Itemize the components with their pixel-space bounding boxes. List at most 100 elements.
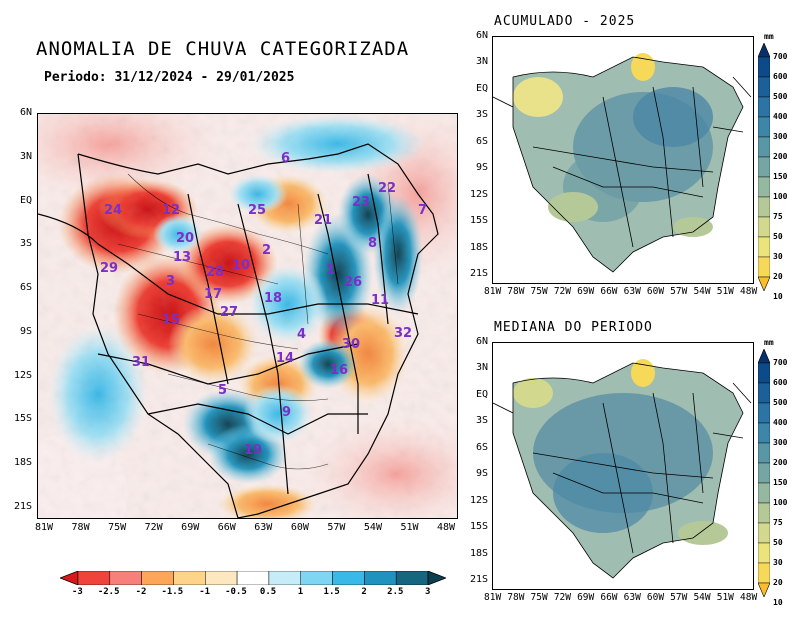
precip-scale-tick-label: 30 [773,252,783,261]
precip-scale-tick-label: 600 [773,378,788,387]
colorbar-segment [141,571,174,585]
precip-scale-tick-label: 700 [773,358,788,367]
precip-scale-tick-label: 200 [773,152,788,161]
region-number-label: 3 [166,274,175,289]
precip-scale-tick-label: 300 [773,132,788,141]
lat-tick-label: 21S [469,574,488,585]
precip-scale-tick-label: 400 [773,418,788,427]
precip-scale-segment [758,482,770,504]
colorbar-segment [300,571,333,585]
region-number-label: 21 [314,213,332,228]
precip-scale-tick-label: 20 [773,578,783,587]
lon-tick-label: 72W [553,286,571,297]
colorbar-segment [205,571,238,585]
lon-tick-label: 48W [740,592,758,603]
precip-scale-bottom [758,349,770,597]
lat-tick-label: 3N [475,56,488,68]
precip-scale-tick-label: 500 [773,398,788,407]
acumulado-map-canvas [493,37,753,283]
lat-tick-label: 3S [19,238,32,250]
lat-tick-label: 18S [13,457,32,469]
region-number-label: 14 [276,351,294,366]
colorbar-tick-label: 2.5 [387,587,404,597]
precip-scale-segment [758,422,770,444]
region-number-label: 7 [418,203,427,218]
colorbar-segment [173,571,206,585]
precip-scale-segment [758,382,770,404]
lon-tick-label: 57W [670,592,688,603]
lon-tick-label: 81W [484,592,502,603]
region-number-label: 15 [162,313,180,328]
region-number-label: 17 [204,287,222,302]
lon-tick-label: 60W [646,592,665,603]
region-number-label: 10 [232,258,250,273]
lon-tick-label: 63W [623,286,641,297]
lon-tick-label: 63W [623,592,641,603]
precip-scale-segment [758,402,770,424]
colorbar-tick-label: 2 [361,587,367,597]
lat-tick-label: 9S [475,468,488,480]
precip-scale-segment [758,349,770,364]
lon-tick-label: 54W [693,592,711,603]
colorbar-tick-label: 0.5 [259,587,277,597]
precip-scale-segment [758,176,770,198]
precip-scale-tick-label: 75 [773,518,783,527]
precip-scale-tick-label: 150 [773,478,788,487]
lat-tick-label: 3N [19,150,32,162]
region-number-label: 11 [371,293,389,308]
precip-scale-tick-label: 400 [773,112,788,121]
mediana-title: MEDIANA DO PERIODO [494,320,653,335]
region-number-label: 12 [162,203,180,218]
lat-tick-label: 3S [475,109,488,121]
precip-scale-segment [758,196,770,218]
lon-tick-label: 48W [437,522,456,533]
region-number-label: 27 [220,305,238,320]
lon-tick-label: 51W [716,592,734,603]
colorbar-segment [332,571,365,585]
lon-tick-label: 57W [670,286,688,297]
lat-tick-label: EQ [475,82,488,94]
precip-scale-tick-label: 10 [773,292,783,301]
lon-tick-label: 60W [290,522,309,533]
precip-scale-tick-label: 300 [773,438,788,447]
precip-scale-segment [758,96,770,118]
precip-scale-tick-label: 150 [773,172,788,181]
lat-tick-label: 21S [13,501,32,512]
anomaly-map-canvas: 24 12 252123226781261129133210281527514430… [38,114,457,518]
region-number-label: 16 [330,363,348,378]
lon-tick-label: 69W [577,286,595,297]
lat-tick-label: 18S [469,547,488,559]
region-number-label: 32 [394,326,412,341]
precip-scale-segment [758,522,770,544]
region-number-label: 28 [206,265,224,280]
region-number-label: 31 [132,355,150,370]
region-number-label: 8 [368,236,377,251]
precip-scale-segment [758,43,770,58]
precip-scale-segment [758,116,770,138]
precip-scale-tick-label: 10 [773,598,783,607]
precip-scale-segment [758,362,770,384]
page-title: ANOMALIA DE CHUVA CATEGORIZADA [36,38,410,60]
lat-tick-label: 6S [475,441,488,453]
precip-scale-segment [758,236,770,258]
region-number-label: 2 [262,243,271,258]
precip-scale-tick-label: 100 [773,192,788,201]
lon-tick-label: 78W [71,522,90,533]
colorbar-tick-label: -0.5 [225,587,247,597]
precip-scale-segment [758,56,770,78]
lat-tick-label: 3N [475,362,488,374]
colorbar-tick-label: -1.5 [161,587,184,597]
colorbar-tick-label: 1 [297,587,304,597]
precip-scale-tick-label: 50 [773,538,783,547]
region-number-label: 29 [100,261,118,276]
lon-tick-label: 81W [484,286,502,297]
precip-scale-tick-label: 30 [773,558,783,567]
region-number-label: 26 [344,275,362,290]
lat-tick-label: 12S [469,494,488,506]
colorbar-segment [60,571,79,585]
lon-tick-label: 63W [254,522,273,533]
region-number-label: 6 [281,151,290,166]
region-number-label: 13 [173,250,191,265]
colorbar-segment [77,571,111,585]
precip-scale-segment [758,76,770,98]
